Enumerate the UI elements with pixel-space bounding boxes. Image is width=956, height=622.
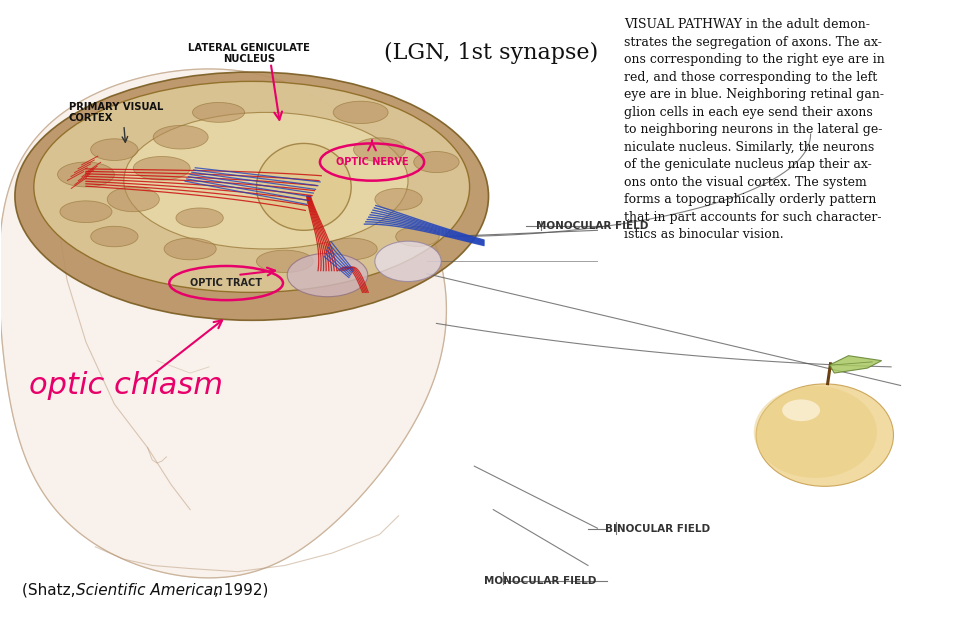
Ellipse shape — [334, 101, 388, 124]
Ellipse shape — [375, 188, 423, 210]
Text: (LGN, 1st synapse): (LGN, 1st synapse) — [384, 42, 598, 65]
Text: , 1992): , 1992) — [214, 583, 269, 598]
Ellipse shape — [176, 208, 224, 228]
Text: OPTIC TRACT: OPTIC TRACT — [190, 278, 262, 288]
Text: VISUAL PATHWAY in the adult demon-
strates the segregation of axons. The ax-
ons: VISUAL PATHWAY in the adult demon- strat… — [624, 18, 884, 241]
Ellipse shape — [414, 152, 459, 172]
Polygon shape — [0, 69, 446, 578]
Ellipse shape — [91, 226, 138, 247]
Text: MONOCULAR FIELD: MONOCULAR FIELD — [484, 576, 597, 586]
Ellipse shape — [133, 157, 190, 180]
Polygon shape — [830, 356, 881, 373]
Text: BINOCULAR FIELD: BINOCULAR FIELD — [605, 524, 710, 534]
Ellipse shape — [396, 226, 439, 246]
Ellipse shape — [753, 386, 877, 478]
Text: PRIMARY VISUAL
CORTEX: PRIMARY VISUAL CORTEX — [69, 101, 163, 123]
Ellipse shape — [782, 399, 820, 421]
Ellipse shape — [256, 250, 314, 272]
Ellipse shape — [153, 126, 208, 149]
Text: OPTIC NERVE: OPTIC NERVE — [336, 157, 408, 167]
Ellipse shape — [192, 103, 245, 123]
Text: MONOCULAR FIELD: MONOCULAR FIELD — [536, 221, 648, 231]
Ellipse shape — [57, 162, 115, 187]
Ellipse shape — [256, 144, 351, 230]
Ellipse shape — [60, 201, 112, 223]
Text: Scientific American: Scientific American — [76, 583, 224, 598]
Ellipse shape — [354, 138, 405, 162]
Ellipse shape — [124, 113, 408, 249]
Ellipse shape — [164, 238, 216, 260]
Text: (Shatz,: (Shatz, — [22, 583, 80, 598]
Text: LATERAL GENICULATE
NUCLEUS: LATERAL GENICULATE NUCLEUS — [188, 43, 310, 64]
Ellipse shape — [107, 187, 160, 211]
Ellipse shape — [15, 72, 489, 320]
Text: optic chiasm: optic chiasm — [29, 371, 223, 400]
Ellipse shape — [325, 238, 378, 260]
Ellipse shape — [91, 139, 138, 160]
Ellipse shape — [756, 384, 894, 486]
Ellipse shape — [33, 81, 469, 292]
Ellipse shape — [375, 241, 441, 282]
Ellipse shape — [287, 253, 368, 297]
